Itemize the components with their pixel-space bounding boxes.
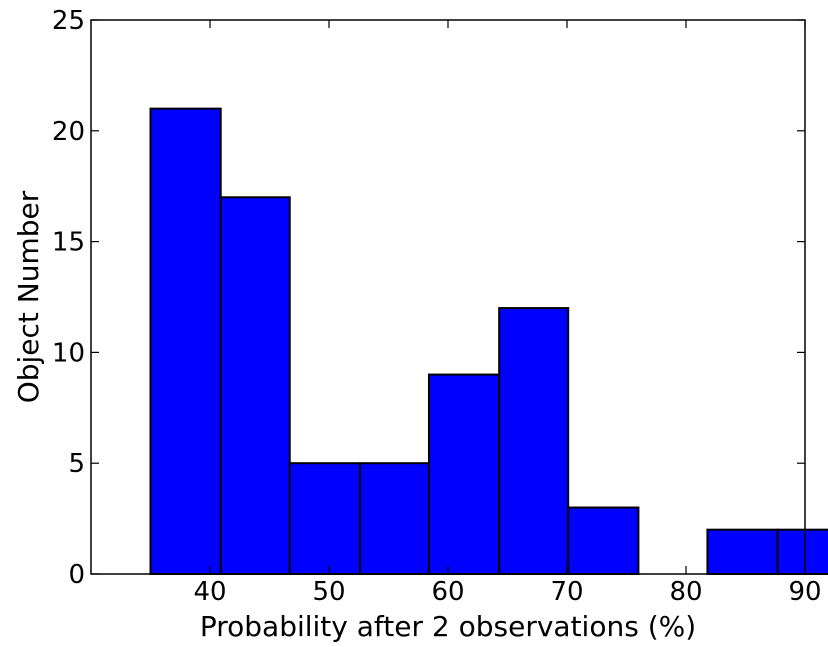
histogram-bar-9 — [776, 528, 828, 575]
y-tick-label: 5 — [68, 449, 85, 479]
y-tick-label: 25 — [52, 6, 85, 36]
histogram-bar-4 — [427, 373, 501, 575]
ticks-group: 40 50 60 70 80 90 0 5 10 15 20 25 — [52, 6, 822, 607]
y-tick-label: 20 — [52, 117, 85, 147]
x-tick-label: 60 — [431, 577, 464, 607]
histogram-bar-8 — [706, 528, 779, 575]
histogram-bar-0 — [149, 107, 222, 575]
histogram-bar-6 — [567, 506, 640, 575]
histogram-bar-5 — [498, 307, 570, 575]
y-tick-label: 15 — [52, 228, 85, 258]
y-axis-label: Object Number — [12, 190, 45, 403]
histogram-bar-1 — [219, 196, 291, 575]
x-tick-label: 80 — [669, 577, 702, 607]
bars-group — [149, 107, 828, 576]
histogram-bar-3 — [358, 462, 430, 576]
x-axis-label: Probability after 2 observations (%) — [200, 610, 696, 643]
y-tick-label: 10 — [52, 338, 85, 368]
x-tick-label: 40 — [193, 577, 226, 607]
histogram-bar-2 — [288, 462, 361, 576]
x-tick-label: 70 — [550, 577, 583, 607]
x-tick-label: 90 — [788, 577, 821, 607]
y-tick-label: 0 — [68, 560, 85, 590]
x-tick-label: 50 — [312, 577, 345, 607]
